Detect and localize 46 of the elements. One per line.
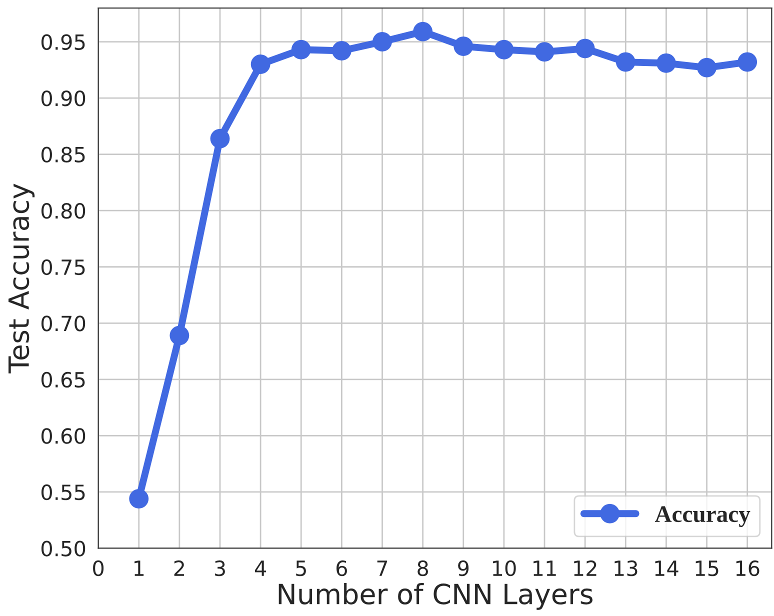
x-tick-label: 12 xyxy=(574,560,596,576)
x-tick-label: 10 xyxy=(492,560,516,576)
point xyxy=(454,36,474,56)
y-tick-label: 0.60 xyxy=(41,428,86,444)
y-tick-label: 0.50 xyxy=(41,540,86,556)
point xyxy=(697,58,716,78)
point xyxy=(129,488,149,508)
x-tick-label: 0 xyxy=(93,560,104,576)
x-tick-label: 13 xyxy=(614,560,638,576)
point xyxy=(291,40,311,60)
point xyxy=(372,32,392,52)
point xyxy=(616,52,636,72)
point xyxy=(575,38,595,58)
x-tick-label: 9 xyxy=(458,560,469,576)
x-tick-label: 8 xyxy=(418,560,428,576)
point xyxy=(170,326,190,346)
x-tick-label: 11 xyxy=(534,560,556,576)
y-tick-label: 0.85 xyxy=(41,146,85,163)
point xyxy=(656,53,676,73)
x-tick-label: 3 xyxy=(214,560,225,576)
y-tick-label: 0.55 xyxy=(41,484,85,500)
y-tick-label: 0.75 xyxy=(41,259,85,276)
point xyxy=(494,40,514,60)
y-axis-title: Test Accuracy xyxy=(8,184,35,374)
x-tick-label: 4 xyxy=(254,560,266,576)
x-axis-title: Number of CNN Layers xyxy=(278,582,592,610)
point xyxy=(332,41,352,60)
point xyxy=(210,128,230,148)
x-tick-label: 5 xyxy=(296,560,306,576)
y-tick-label: 0.70 xyxy=(41,316,86,332)
point xyxy=(250,54,270,74)
point xyxy=(413,22,433,42)
x-tick-label: 7 xyxy=(377,560,388,576)
x-tick-label: 1 xyxy=(134,560,144,576)
y-tick-label: 0.65 xyxy=(41,372,85,388)
point xyxy=(738,52,758,72)
x-tick-label: 6 xyxy=(336,560,348,576)
x-tick-label: 16 xyxy=(736,560,760,576)
y-tick-label: 0.95 xyxy=(41,34,85,50)
x-tick-label: 2 xyxy=(174,560,184,576)
y-tick-label: 0.80 xyxy=(41,203,86,219)
x-tick-label: 15 xyxy=(696,560,718,576)
x-tick-label: 14 xyxy=(655,560,678,576)
y-tick-label: 0.90 xyxy=(41,90,86,106)
legend-label: Accuracy xyxy=(654,506,750,527)
point xyxy=(534,42,554,62)
